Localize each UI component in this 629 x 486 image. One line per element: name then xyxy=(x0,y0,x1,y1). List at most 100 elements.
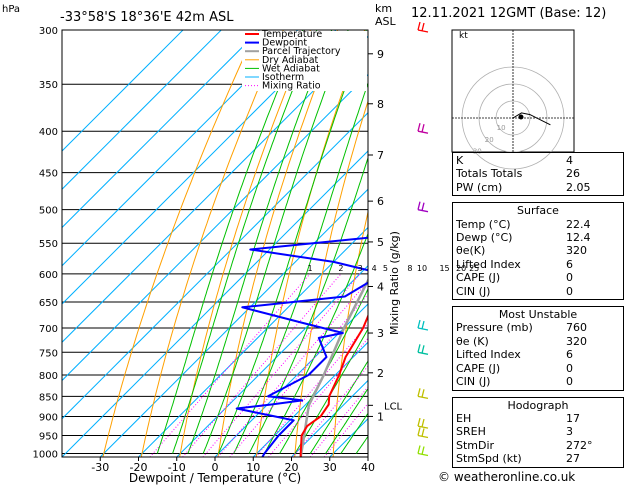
pressure-tick-label: 800 xyxy=(39,371,58,382)
wind-barb xyxy=(417,427,429,439)
most-unstable-index-value: 6 xyxy=(566,348,573,362)
most-unstable-index-label: Lifted Index xyxy=(456,348,521,362)
mixing-ratio-label: 15 xyxy=(439,264,449,273)
hodograph-index-row: StmDir 272° xyxy=(456,439,620,452)
isotherm--10 xyxy=(176,265,368,457)
surface-index-label: Temp (°C) xyxy=(456,217,511,231)
surface-index-row: Dewp (°C) 12.4 xyxy=(456,231,620,244)
wind-barb xyxy=(417,445,429,457)
mixing-ratio-label: 8 xyxy=(407,264,412,273)
wet-adiabat xyxy=(263,232,368,454)
legend-entry: Parcel Trajectory xyxy=(262,46,341,57)
mixing-ratio-line xyxy=(229,293,368,457)
pressure-tick-label: 900 xyxy=(39,412,58,423)
km-unit: km xyxy=(375,2,392,15)
wind-barb xyxy=(417,388,429,399)
km-tick-label: 5 xyxy=(377,236,384,249)
km-tick-label: 4 xyxy=(377,280,384,293)
mixing-ratio-line xyxy=(323,402,368,457)
isotherm-20 xyxy=(291,379,368,457)
most-unstable-indices: Most Unstable Pressure (mb) 760 θe (K) 320 L… xyxy=(452,306,624,391)
wet-adiabat xyxy=(202,30,349,454)
surface-index-row: Temp (°C) 22.4 xyxy=(456,218,620,231)
legend-entry: Dry Adiabat xyxy=(262,55,319,66)
pressure-tick-label: 950 xyxy=(39,431,58,442)
surface-index-value: 0 xyxy=(566,271,573,285)
legend-entry: Temperature xyxy=(261,29,322,40)
most-unstable-index-value: 0 xyxy=(566,361,573,375)
isotherm--80 xyxy=(62,30,337,305)
hodograph-trace xyxy=(512,112,551,126)
km-tick-label: 8 xyxy=(377,98,384,111)
most-unstable-index-value: 760 xyxy=(566,321,587,335)
hodograph-index-row: StmSpd (kt) 27 xyxy=(456,452,620,465)
isotherm--110 xyxy=(62,30,222,190)
wet-adiabat xyxy=(172,30,318,454)
isotherm-10 xyxy=(252,341,368,457)
series-temperature xyxy=(299,313,368,457)
most-unstable-index-label: CAPE (J) xyxy=(456,361,501,375)
wind-barb xyxy=(417,344,429,355)
surface-indices: Surface Temp (°C) 22.4 Dewp (°C) 12.4 θe(K) 3… xyxy=(452,202,624,301)
dry-adiabat xyxy=(102,30,257,457)
wind-barb xyxy=(417,21,429,33)
wet-adiabat xyxy=(156,30,304,454)
surface-index-label: CAPE (J) xyxy=(456,271,501,285)
surface-index-label: CIN (J) xyxy=(456,284,491,298)
pressure-tick-label: 850 xyxy=(39,392,58,403)
pressure-tick-label: 500 xyxy=(39,206,58,217)
pressure-tick-label: 750 xyxy=(39,348,58,359)
wind-barb xyxy=(417,123,429,134)
km-tick-label: 3 xyxy=(377,327,384,340)
wet-adiabat xyxy=(187,30,333,454)
surface-index-value: 12.4 xyxy=(566,231,591,245)
legend-entry: Dewpoint xyxy=(262,38,307,49)
most-unstable-index-label: CIN (J) xyxy=(456,375,491,389)
mixing-ratio-line xyxy=(309,386,368,457)
hodograph-ring-label: 10 xyxy=(497,124,506,132)
pressure-tick-label: 400 xyxy=(39,127,58,138)
hodograph-index-label: StmSpd (kt) xyxy=(456,452,522,466)
dry-adiabat xyxy=(217,30,339,457)
hodograph-index-value: 27 xyxy=(566,452,580,466)
hodograph-index-value: 3 xyxy=(566,425,573,439)
isotherm--20 xyxy=(138,226,368,457)
run-date: 12.11.2021 12GMT (Base: 12) xyxy=(411,6,607,21)
x-tick-label: -10 xyxy=(168,461,186,474)
x-axis-label: Dewpoint / Temperature (°C) xyxy=(129,471,301,485)
mixing-ratio-line xyxy=(268,337,368,457)
surface-index-value: 320 xyxy=(566,244,587,258)
mixing-ratio-label: 3 xyxy=(358,264,363,273)
surface-index-value: 6 xyxy=(566,257,573,271)
x-tick-label: 10 xyxy=(246,461,260,474)
copyright: © weatheronline.co.uk xyxy=(438,470,576,484)
dry-adiabat xyxy=(294,99,368,457)
hodograph-index-value: 17 xyxy=(566,411,580,425)
mixing-ratio-line xyxy=(292,365,368,457)
pressure-tick-label: 450 xyxy=(39,169,58,180)
km-tick-label: 6 xyxy=(377,195,384,208)
mixing-ratio-axis-label: Mixing Ratio (g/kg) xyxy=(388,231,401,335)
x-tick-label: 0 xyxy=(212,461,219,474)
hodograph-index-label: EH xyxy=(456,411,472,425)
pressure-tick-label: 300 xyxy=(39,26,58,37)
storm-motion-marker xyxy=(518,114,524,120)
hodograph-index-row: EH 17 xyxy=(456,412,620,425)
x-tick-label: -30 xyxy=(91,461,109,474)
surface-index-value: 22.4 xyxy=(566,217,591,231)
pressure-tick-label: 650 xyxy=(39,298,58,309)
general-index-label: Totals Totals xyxy=(456,167,523,181)
surface-index-value: 0 xyxy=(566,284,573,298)
surface-index-row: θe(K) 320 xyxy=(456,244,620,257)
isotherm--100 xyxy=(62,30,260,229)
km-tick-label: 9 xyxy=(377,48,384,61)
x-tick-label: 40 xyxy=(361,461,375,474)
isotherm--120 xyxy=(62,30,184,152)
pressure-unit: hPa xyxy=(2,4,20,15)
legend-entry: Isotherm xyxy=(262,72,304,83)
wet-adiabat xyxy=(248,156,368,454)
dry-adiabat xyxy=(140,30,284,457)
location-title: -33°58'S 18°36'E 42m ASL xyxy=(60,10,234,25)
